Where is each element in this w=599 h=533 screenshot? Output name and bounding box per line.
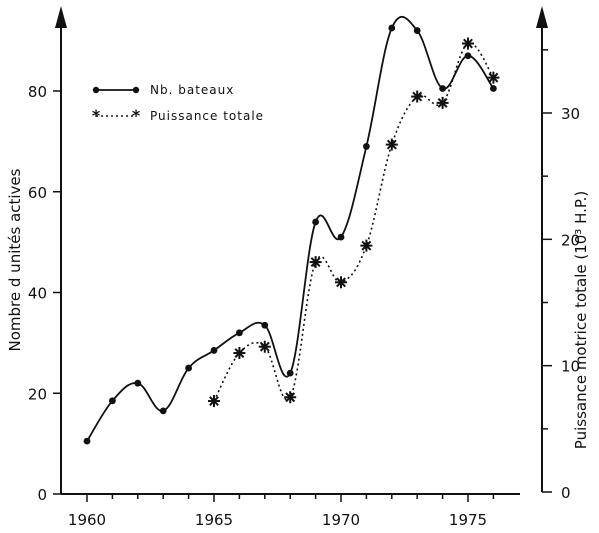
ticks: 1960 1965 1970 1975 0 20 40 60 80 0 10 20 30 bbox=[28, 49, 580, 529]
left-y-tick-label: 20 bbox=[28, 385, 47, 403]
left-y-tick-label: 40 bbox=[28, 285, 47, 303]
x-tick-label: 1975 bbox=[449, 511, 487, 529]
x-tick-label: 1970 bbox=[322, 511, 360, 529]
x-tick-label: 1965 bbox=[195, 511, 233, 529]
data-point-nb-bateaux bbox=[109, 397, 116, 405]
series-line-puissance-totale bbox=[213, 42, 495, 402]
legend: Nb. bateaux * * Puissance totale bbox=[92, 83, 264, 125]
series-line-nb-bateaux bbox=[86, 15, 495, 442]
data-point-puissance-totale bbox=[487, 71, 500, 84]
data-point-puissance-totale bbox=[436, 96, 449, 109]
data-point-nb-bateaux bbox=[210, 347, 218, 354]
legend-label-puissance-totale: Puissance totale bbox=[150, 109, 264, 123]
right-y-tick-label: 30 bbox=[561, 105, 580, 123]
data-point-nb-bateaux bbox=[185, 364, 193, 372]
data-point-nb-bateaux bbox=[413, 27, 421, 34]
data-point-puissance-totale bbox=[309, 256, 322, 269]
data-point-nb-bateaux bbox=[363, 143, 370, 150]
data-point-nb-bateaux bbox=[134, 379, 142, 387]
right-y-axis-title: Puissance motrice totale (10³ H.P.) bbox=[572, 191, 590, 449]
data-point-nb-bateaux bbox=[388, 24, 396, 32]
right-y-axis-arrow bbox=[536, 6, 548, 28]
legend-marker-nb-bateaux bbox=[132, 86, 140, 94]
data-point-puissance-totale bbox=[284, 391, 297, 404]
data-point-nb-bateaux bbox=[261, 321, 269, 329]
left-y-tick-label: 0 bbox=[37, 486, 47, 504]
data-point-puissance-totale bbox=[233, 347, 246, 360]
data-point-nb-bateaux bbox=[83, 437, 91, 445]
data-point-puissance-totale bbox=[208, 395, 220, 408]
data-point-puissance-totale bbox=[360, 239, 373, 252]
data-point-nb-bateaux bbox=[159, 407, 167, 415]
data-point-puissance-totale bbox=[462, 37, 474, 50]
legend-marker-puissance-totale: * bbox=[92, 106, 101, 125]
data-point-nb-bateaux bbox=[439, 85, 446, 92]
left-y-tick-label: 60 bbox=[28, 184, 47, 202]
data-point-puissance-totale bbox=[258, 340, 271, 353]
left-y-axis-title: Nombre d unités actives bbox=[6, 168, 24, 351]
data-point-nb-bateaux bbox=[464, 52, 472, 60]
data-point-puissance-totale bbox=[411, 90, 424, 103]
x-tick-label: 1960 bbox=[68, 511, 106, 529]
legend-label-nb-bateaux: Nb. bateaux bbox=[150, 83, 234, 97]
data-point-nb-bateaux bbox=[286, 369, 294, 377]
data-point-nb-bateaux bbox=[490, 85, 497, 92]
data-point-nb-bateaux bbox=[312, 218, 319, 226]
right-y-tick-label: 20 bbox=[561, 231, 580, 249]
legend-marker-puissance-totale: * bbox=[132, 106, 141, 125]
data-point-nb-bateaux bbox=[337, 233, 345, 241]
data-point-nb-bateaux bbox=[236, 329, 243, 337]
right-y-tick-label: 10 bbox=[561, 358, 580, 376]
left-y-axis-arrow bbox=[55, 6, 67, 28]
data-point-puissance-totale bbox=[335, 276, 347, 289]
left-y-tick-label: 80 bbox=[28, 83, 47, 101]
axes bbox=[55, 6, 548, 495]
legend-marker-nb-bateaux bbox=[92, 86, 100, 94]
right-y-tick-label: 0 bbox=[561, 484, 571, 502]
data-point-puissance-totale bbox=[385, 138, 398, 151]
series-layer bbox=[83, 15, 500, 445]
